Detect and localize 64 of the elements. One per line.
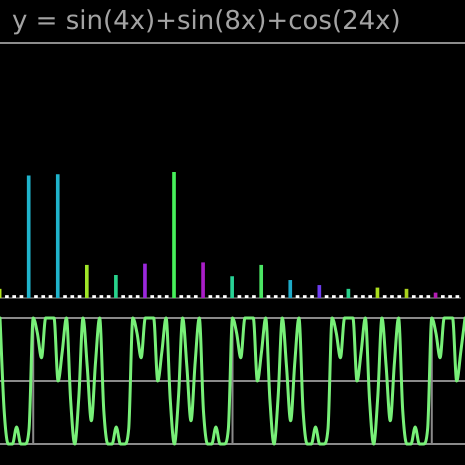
bar [70, 295, 74, 298]
bar [354, 295, 358, 298]
bar [274, 295, 278, 298]
bar [296, 295, 300, 298]
bar [5, 295, 10, 298]
bar [100, 295, 104, 298]
bar [420, 295, 424, 298]
bar [187, 295, 191, 298]
bar [42, 295, 46, 298]
bar [405, 288, 409, 298]
bar [165, 295, 169, 298]
bar [260, 264, 264, 298]
bar [136, 295, 140, 298]
bar [267, 295, 271, 298]
bar [56, 174, 60, 298]
bar [158, 295, 162, 298]
bar [252, 295, 256, 298]
bar [208, 295, 213, 298]
bar [114, 274, 118, 298]
bar [78, 295, 82, 298]
bar [27, 175, 31, 298]
bar [310, 295, 314, 298]
bar [398, 295, 402, 298]
bar [172, 172, 176, 298]
bar [434, 292, 438, 298]
bar [456, 295, 460, 298]
bar [245, 295, 249, 298]
bar [238, 295, 242, 298]
bar [376, 288, 380, 298]
bar [368, 295, 372, 298]
bar [303, 295, 307, 298]
bar [49, 295, 53, 298]
bar [332, 295, 336, 298]
bar [346, 288, 351, 298]
bar [361, 295, 366, 298]
bar [34, 295, 38, 298]
bar [230, 276, 234, 298]
bar [412, 295, 416, 298]
bar [318, 285, 322, 298]
bar [390, 295, 394, 298]
bar [340, 295, 344, 298]
bar [92, 295, 96, 298]
bar [143, 264, 148, 298]
bar [85, 264, 90, 298]
bar [426, 295, 431, 298]
bar [194, 295, 198, 298]
bar [383, 295, 387, 298]
bar [64, 295, 68, 298]
bar [441, 295, 446, 298]
chart-title: y = sin(4x)+sin(8x)+cos(24x) [12, 6, 401, 36]
bar [150, 295, 154, 298]
bar [12, 295, 16, 298]
bar [128, 295, 133, 298]
bar [180, 295, 184, 298]
bar [325, 295, 329, 298]
bar [288, 280, 292, 298]
bar [122, 295, 126, 298]
bar [107, 295, 111, 298]
bar [223, 295, 228, 298]
bar [20, 295, 24, 298]
bar [448, 295, 452, 298]
bar [202, 262, 206, 298]
bar [282, 295, 286, 298]
bar [216, 295, 220, 298]
